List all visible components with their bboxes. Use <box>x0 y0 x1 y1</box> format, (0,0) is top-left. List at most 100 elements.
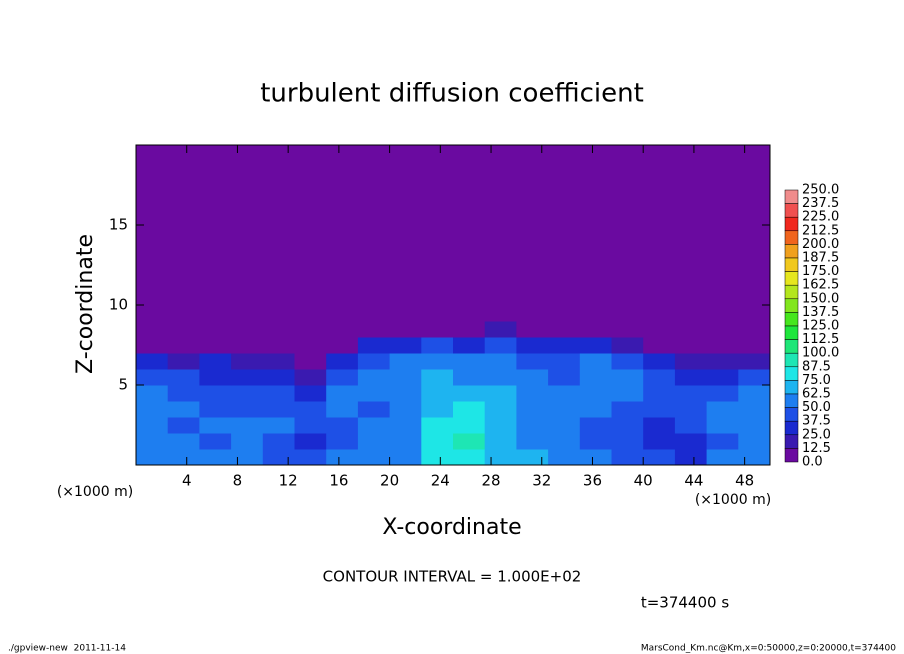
heat-cell <box>516 305 549 322</box>
x-unit-label: (×1000 m) <box>695 492 771 508</box>
heat-cell <box>674 369 708 386</box>
heat-cell <box>326 145 359 306</box>
heat-cell <box>294 353 327 370</box>
heat-cell <box>326 401 359 418</box>
heat-cell <box>611 433 644 450</box>
heat-cell <box>738 417 771 434</box>
heat-cell <box>738 385 771 402</box>
heat-cell <box>579 369 612 386</box>
heat-cell <box>453 433 486 450</box>
heat-cell <box>167 353 200 370</box>
heat-cell <box>357 449 391 466</box>
heat-cell <box>231 449 264 466</box>
heat-cell <box>389 353 422 370</box>
colorbar-box <box>784 284 799 300</box>
heat-cell <box>611 145 644 306</box>
heat-cell <box>326 353 359 370</box>
heat-cell <box>579 449 612 466</box>
x-tick-label: 28 <box>481 472 500 490</box>
heat-cell <box>326 449 359 466</box>
colorbar-box <box>784 271 799 286</box>
colorbar-box <box>784 380 799 395</box>
x-tick-label: 4 <box>182 472 192 490</box>
heat-cell <box>262 385 295 402</box>
heat-cell <box>738 353 771 370</box>
heat-cell <box>231 337 264 354</box>
heat-cell <box>357 337 391 354</box>
heat-cell <box>484 337 517 354</box>
heat-cell <box>389 369 422 386</box>
heat-cell <box>199 369 232 386</box>
heat-cell <box>484 433 517 450</box>
heat-cell <box>548 449 581 466</box>
heat-cell <box>579 353 612 370</box>
colorbar-box <box>784 216 799 232</box>
colorbar-box <box>784 448 799 463</box>
heat-cell <box>706 449 739 466</box>
heat-cell <box>294 401 327 418</box>
heat-cell <box>738 433 771 450</box>
heat-cell <box>643 145 676 306</box>
colorbar-label: 25.0 <box>802 427 831 442</box>
heat-cell <box>484 369 517 386</box>
heat-cell <box>421 433 454 450</box>
heat-cell <box>326 337 359 354</box>
x-tick-label: 20 <box>380 472 399 490</box>
heat-cell <box>548 401 581 418</box>
heat-cell <box>548 417 581 434</box>
heat-cell <box>548 369 581 386</box>
heat-cell <box>484 353 517 370</box>
heat-cell <box>579 145 612 306</box>
heat-cell <box>579 385 612 402</box>
heat-cell <box>357 385 391 402</box>
colorbar-label: 237.5 <box>802 196 839 211</box>
heat-cell <box>579 401 612 418</box>
colorbar-box <box>784 203 799 218</box>
heat-cell <box>421 321 454 338</box>
heat-cell <box>389 433 422 450</box>
heat-cell <box>674 417 708 434</box>
heat-cell <box>611 385 644 402</box>
heat-cell <box>167 321 200 338</box>
heat-cell <box>326 305 359 322</box>
heat-cell <box>643 385 676 402</box>
heat-cell <box>706 417 739 434</box>
heat-cell <box>548 385 581 402</box>
x-tick-label: 12 <box>279 472 298 490</box>
colorbar-label: 87.5 <box>802 359 831 374</box>
heat-cell <box>516 321 549 338</box>
x-tick-label: 24 <box>431 472 450 490</box>
heat-cell <box>357 433 391 450</box>
heat-cell <box>674 353 708 370</box>
heat-cell <box>548 321 581 338</box>
colorbar-box <box>784 420 799 436</box>
heat-cell <box>167 145 200 306</box>
colorbar-box <box>784 434 799 449</box>
heat-cell <box>516 433 549 450</box>
heat-cell <box>643 337 676 354</box>
colorbar-label: 137.5 <box>802 305 839 320</box>
heat-cell <box>611 305 644 322</box>
heat-cell <box>231 353 264 370</box>
heat-cell <box>262 321 295 338</box>
heat-cell <box>326 321 359 338</box>
heat-cell <box>262 353 295 370</box>
heat-cell <box>389 401 422 418</box>
heat-cell <box>421 449 454 466</box>
heat-cell <box>516 417 549 434</box>
heat-cell <box>611 353 644 370</box>
heat-cell <box>231 369 264 386</box>
colorbar-label: 37.5 <box>802 414 831 429</box>
heat-cell <box>453 145 486 306</box>
heat-cell <box>611 417 644 434</box>
heat-cell <box>738 449 771 466</box>
colorbar-box <box>784 407 799 422</box>
heat-cell <box>453 321 486 338</box>
heat-cell <box>389 305 422 322</box>
heat-cell <box>199 337 232 354</box>
heat-cell <box>167 401 200 418</box>
heat-cell <box>326 385 359 402</box>
heat-cell <box>484 385 517 402</box>
heat-cell <box>738 401 771 418</box>
x-axis-label: X-coordinate <box>382 515 521 540</box>
